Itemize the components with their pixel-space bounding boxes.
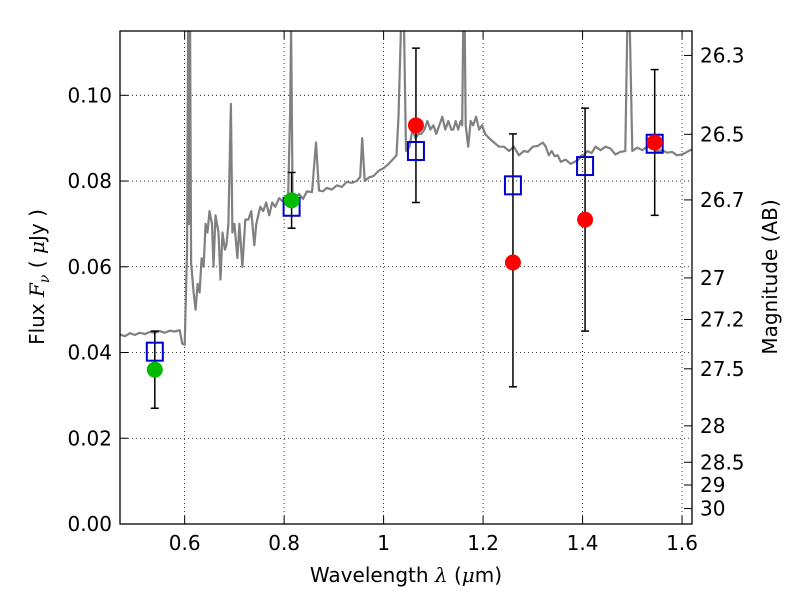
y-tick-label: 0.08 [67,169,112,193]
y-axis-label-prefix: Flux [25,297,49,345]
y-tick-label: 0.06 [67,255,112,279]
detection-circle-marker [504,254,521,271]
y-tick-label: 0.02 [67,426,112,450]
x-tick-label: 1.2 [467,531,499,555]
y-tick-label: 0.04 [67,341,112,365]
y2-axis-label: Magnitude (AB) [758,199,782,354]
x-tick-label: 1.4 [567,531,599,555]
model-square-marker [503,175,522,196]
y2-tick-label: 26.7 [700,188,745,212]
x-axis-label-symbol: λ [434,563,448,587]
x-axis-label-unit: ( [448,563,462,587]
detection-circle-marker [407,117,424,134]
y2-tick-label: 27.5 [700,357,745,381]
x-axis-label-unit-end: m) [475,563,502,587]
y-tick-label: 0.00 [67,512,112,536]
y-axis-label: Flux Fν ( μJy ) [25,209,53,345]
markers-group [145,117,664,378]
ticks-group: 0.6 0.8 1 1.2 1.4 1.6 0.00 0.02 0.04 0.06 0.08 0.10… [67,31,745,555]
y-axis-label-symbol: F [25,282,49,298]
y2-tick-label: 26.3 [700,43,745,67]
y2-tick-label: 28 [700,414,725,438]
y2-tick-label: 26.5 [700,122,745,146]
detection-circle-marker [577,211,594,228]
x-axis-label-mu: μ [462,563,475,587]
y-axis-label-unit-end: Jy ) [25,209,49,243]
y-axis-label-sub: ν [37,274,53,283]
y2-tick-label: 28.5 [700,450,745,474]
x-tick-label: 1 [377,531,390,555]
x-tick-label: 1.6 [666,531,698,555]
detection-circle-marker [646,134,663,151]
x-tick-label: 0.6 [169,531,201,555]
detection-circle-marker [283,192,300,209]
model-square-marker [145,341,164,362]
y-axis-label-mu: μ [25,241,49,254]
y2-tick-label: 29 [700,473,725,497]
y-axis-label-unit: ( [25,254,49,275]
x-axis-label-prefix: Wavelength [310,563,435,587]
y-tick-label: 0.10 [67,83,112,107]
detection-circle-marker [146,361,163,378]
y2-tick-label: 30 [700,497,725,521]
model-square-marker [406,141,425,162]
y2-tick-label: 27 [700,266,725,290]
spectrum-line [120,31,692,346]
model-square-marker [576,156,595,177]
x-axis-label: Wavelength λ (μm) [310,563,502,587]
y2-tick-label: 27.2 [700,308,745,332]
x-tick-label: 0.8 [268,531,300,555]
spectrum-group [120,31,692,346]
